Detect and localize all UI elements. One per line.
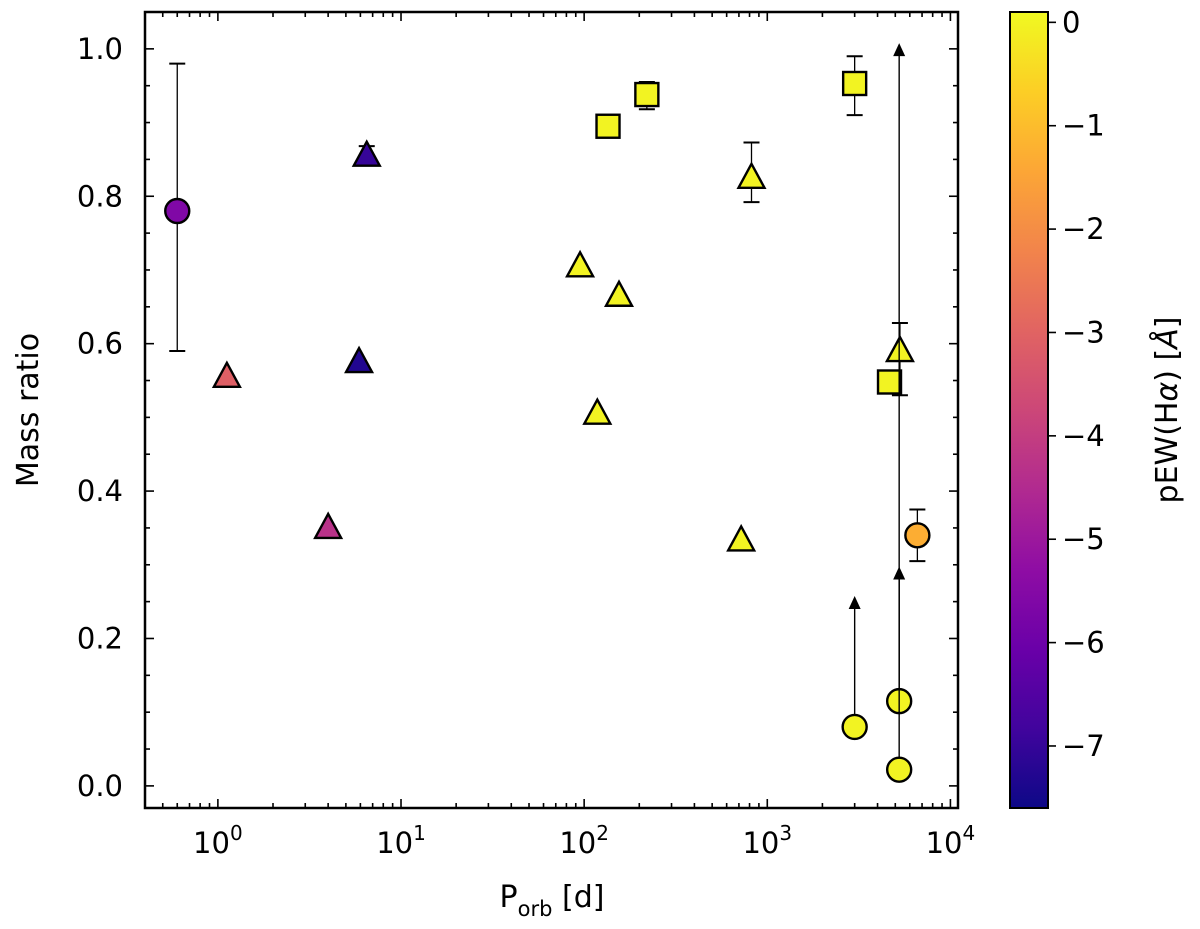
- colorbar-tick-label: −4: [1062, 419, 1105, 453]
- marker-triangle: [211, 360, 242, 389]
- marker-triangle: [726, 523, 757, 552]
- marker-triangle: [351, 139, 382, 167]
- marker-triangle: [344, 345, 375, 374]
- data-point: [565, 249, 596, 278]
- data-point: [351, 139, 382, 167]
- colorbar: 0 −1 −2 −3 −4 −5 −6 −7 pEW(Hα) [Å]: [1009, 5, 1185, 809]
- y-axis-label: Mass ratio: [11, 333, 46, 487]
- marker-square: [595, 113, 621, 139]
- colorbar-tick-label: −3: [1062, 315, 1105, 349]
- colorbar-tick-label: −1: [1062, 109, 1105, 143]
- colorbar-tick-label: −6: [1062, 626, 1105, 660]
- marker-square: [876, 369, 903, 395]
- marker-triangle: [313, 511, 344, 540]
- y-tick-label: 1.0: [77, 32, 123, 66]
- y-tick-label: 0.8: [77, 179, 123, 213]
- colorbar-gradient: [1009, 11, 1049, 809]
- x-tick-label: 103: [742, 821, 792, 860]
- data-point: [876, 369, 903, 395]
- x-tick-label: 100: [193, 821, 243, 860]
- data-point: [595, 113, 621, 139]
- y-tick-label: 0.2: [77, 621, 123, 655]
- x-axis-ticks: 100 101 102 103 104: [144, 12, 976, 860]
- data-point: [884, 322, 915, 397]
- marker-square: [634, 81, 660, 108]
- data-point: [634, 81, 660, 111]
- data-point: [582, 397, 613, 425]
- marker-triangle: [736, 161, 767, 190]
- marker-square: [841, 70, 868, 97]
- x-axis-label: Porb [d]: [500, 880, 605, 921]
- marker-circle: [885, 756, 913, 783]
- data-point: [841, 595, 868, 741]
- marker-triangle: [582, 397, 613, 425]
- scatter-series: [164, 43, 931, 783]
- upper-limit-arrow: [893, 43, 906, 57]
- x-tick-label: 101: [376, 821, 426, 860]
- data-point: [211, 360, 242, 389]
- marker-circle: [164, 197, 191, 225]
- colorbar-label: pEW(Hα) [Å]: [1149, 317, 1185, 504]
- data-point: [344, 345, 375, 374]
- plot-area: 100 101 102 103 104 0.0 0.2 0.4 0.6 0.8 1.0: [77, 10, 976, 860]
- data-point: [164, 62, 191, 353]
- y-tick-label: 0.4: [77, 474, 123, 508]
- y-tick-label: 0.0: [77, 769, 123, 803]
- marker-circle: [904, 522, 931, 549]
- data-point: [885, 43, 913, 783]
- data-point: [313, 511, 344, 540]
- data-point: [736, 141, 767, 204]
- data-point: [904, 508, 931, 563]
- marker-triangle: [565, 249, 596, 278]
- upper-limit-arrow: [848, 595, 861, 609]
- colorbar-tick-label: 0: [1062, 5, 1080, 39]
- marker-triangle: [884, 334, 915, 363]
- colorbar-tick-label: −5: [1062, 522, 1105, 556]
- colorbar-ticks: 0 −1 −2 −3 −4 −5 −6 −7: [1048, 5, 1105, 763]
- y-tick-label: 0.6: [77, 327, 123, 361]
- data-point: [603, 279, 635, 307]
- plot-frame: [143, 10, 960, 810]
- y-axis-ticks: 0.0 0.2 0.4 0.6 0.8 1.0: [77, 32, 958, 803]
- marker-triangle: [603, 279, 635, 307]
- data-point: [726, 523, 757, 552]
- data-point: [841, 55, 868, 117]
- x-tick-label: 104: [926, 821, 976, 860]
- colorbar-tick-label: −7: [1062, 729, 1105, 763]
- marker-circle: [841, 713, 868, 741]
- colorbar-tick-label: −2: [1062, 212, 1105, 246]
- x-tick-label: 102: [559, 821, 609, 860]
